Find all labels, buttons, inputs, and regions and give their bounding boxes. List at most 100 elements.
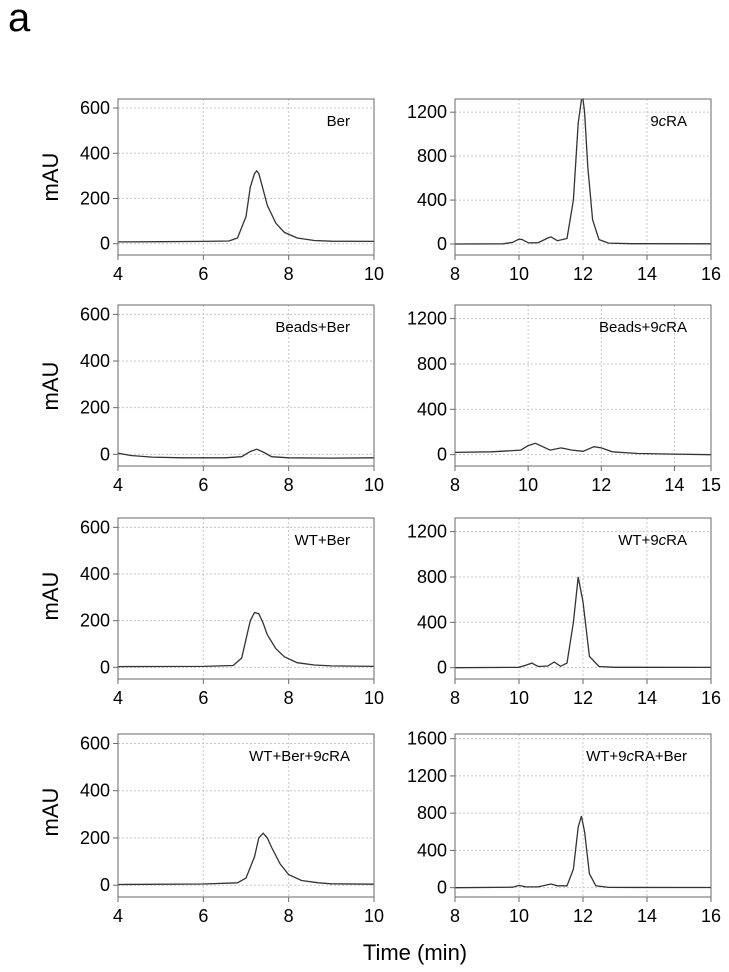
- x-tick-label: 6: [198, 475, 208, 495]
- panel-7: 4 6 8 10 0 200 400 600 WT+Ber+9cRA: [80, 733, 384, 926]
- ylabel-row-2: mAU: [38, 362, 63, 411]
- xlabel-shared: Time (min): [363, 940, 467, 965]
- y-tick-label: 0: [100, 234, 110, 254]
- y-tick-label: 0: [437, 878, 447, 898]
- x-tick-label: 12: [573, 688, 593, 708]
- x-tick-label: 8: [284, 264, 294, 284]
- x-tick-label: 14: [637, 906, 657, 926]
- y-tick-label: 600: [80, 733, 110, 753]
- y-tick-label: 200: [80, 828, 110, 848]
- x-tick-label: 8: [450, 475, 460, 495]
- y-tick-label: 200: [80, 188, 110, 208]
- y-tick-label: 400: [417, 190, 447, 210]
- x-tick-label: 14: [664, 475, 684, 495]
- x-tick-label: 8: [284, 688, 294, 708]
- plot-frame: [117, 304, 375, 467]
- x-tick-label: 12: [573, 906, 593, 926]
- series-line: [117, 611, 375, 668]
- x-tick-label: 16: [701, 688, 721, 708]
- panel-title: 9cRA: [650, 113, 687, 130]
- y-tick-label: 400: [80, 351, 110, 371]
- panel-title: WT+9cRA+Ber: [586, 748, 687, 765]
- x-tick-label: 8: [450, 688, 460, 708]
- panel-title: WT+Ber: [295, 532, 350, 549]
- x-tick-label: 4: [113, 688, 123, 708]
- y-tick-label: 0: [437, 234, 447, 254]
- x-tick-label: 10: [509, 264, 529, 284]
- y-tick-label: 800: [417, 803, 447, 823]
- x-tick-label: 8: [450, 264, 460, 284]
- series-line: [454, 576, 712, 669]
- x-tick-label: 15: [701, 475, 721, 495]
- x-tick-label: 12: [591, 475, 611, 495]
- plot-frame: [454, 304, 712, 467]
- x-tick-label: 8: [284, 475, 294, 495]
- y-tick-label: 400: [417, 612, 447, 632]
- y-tick-label: 600: [80, 517, 110, 537]
- x-tick-label: 10: [364, 688, 384, 708]
- y-tick-label: 1200: [407, 309, 447, 329]
- y-tick-label: 0: [100, 444, 110, 464]
- panel-title: WT+9cRA: [618, 532, 687, 549]
- y-tick-label: 0: [437, 445, 447, 465]
- y-tick-label: 400: [417, 840, 447, 860]
- x-tick-label: 8: [284, 906, 294, 926]
- x-tick-label: 10: [509, 906, 529, 926]
- series-line: [117, 448, 375, 459]
- panel-4: 8 10 12 14 15 0 400 800 1200 Beads+9cRA: [407, 304, 721, 495]
- series-line: [454, 815, 712, 889]
- y-tick-label: 0: [100, 657, 110, 677]
- y-tick-label: 400: [80, 143, 110, 163]
- x-tick-label: 16: [701, 264, 721, 284]
- ylabel-row-4: mAU: [38, 788, 63, 837]
- panel-6: 8 10 12 14 16 0 400 800 1200 WT+9cRA: [407, 517, 721, 708]
- plot-frame: [117, 517, 375, 680]
- ylabel-row-3: mAU: [38, 572, 63, 621]
- x-tick-label: 6: [198, 906, 208, 926]
- y-tick-label: 600: [80, 98, 110, 118]
- series-line: [454, 97, 712, 245]
- y-tick-label: 200: [80, 398, 110, 418]
- x-tick-label: 10: [364, 906, 384, 926]
- x-tick-label: 4: [113, 264, 123, 284]
- y-tick-label: 800: [417, 567, 447, 587]
- panel-5: 4 6 8 10 0 200 400 600 WT+Ber: [80, 517, 384, 708]
- series-line: [117, 832, 375, 886]
- x-tick-label: 14: [637, 688, 657, 708]
- x-tick-label: 14: [637, 264, 657, 284]
- y-tick-label: 200: [80, 611, 110, 631]
- x-tick-label: 4: [113, 906, 123, 926]
- panel-1: 4 6 8 10 0 200 400 600 Ber: [80, 98, 384, 284]
- y-tick-label: 1200: [407, 522, 447, 542]
- y-tick-label: 800: [417, 146, 447, 166]
- plot-frame: [117, 98, 375, 256]
- panel-letter: a: [8, 0, 31, 40]
- panel-8: 8 10 12 14 16 0 400 800 1200 1600 WT+9cRA+Ber: [407, 729, 721, 926]
- x-tick-label: 6: [198, 264, 208, 284]
- y-tick-label: 1200: [407, 102, 447, 122]
- x-tick-label: 16: [701, 906, 721, 926]
- ylabel-row-1: mAU: [38, 153, 63, 202]
- y-tick-label: 0: [100, 875, 110, 895]
- y-tick-label: 0: [437, 658, 447, 678]
- x-tick-label: 4: [113, 475, 123, 495]
- y-tick-label: 800: [417, 354, 447, 374]
- y-tick-label: 600: [80, 304, 110, 324]
- y-tick-label: 1200: [407, 766, 447, 786]
- panel-title: Beads+Ber: [275, 319, 350, 336]
- panel-3: 4 6 8 10 0 200 400 600 Beads+Ber: [80, 304, 384, 495]
- panel-title: WT+Ber+9cRA: [249, 748, 350, 765]
- x-tick-label: 10: [364, 475, 384, 495]
- x-tick-label: 12: [573, 264, 593, 284]
- panel-title: Beads+9cRA: [599, 319, 687, 336]
- x-tick-label: 8: [450, 906, 460, 926]
- x-tick-label: 6: [198, 688, 208, 708]
- series-line: [117, 169, 375, 243]
- y-tick-label: 400: [80, 564, 110, 584]
- y-tick-label: 400: [80, 781, 110, 801]
- y-tick-label: 1600: [407, 729, 447, 749]
- x-tick-label: 10: [364, 264, 384, 284]
- panel-2: 8 10 12 14 16 0 400 800 1200 9cRA: [407, 97, 721, 284]
- plot-frame: [117, 733, 375, 898]
